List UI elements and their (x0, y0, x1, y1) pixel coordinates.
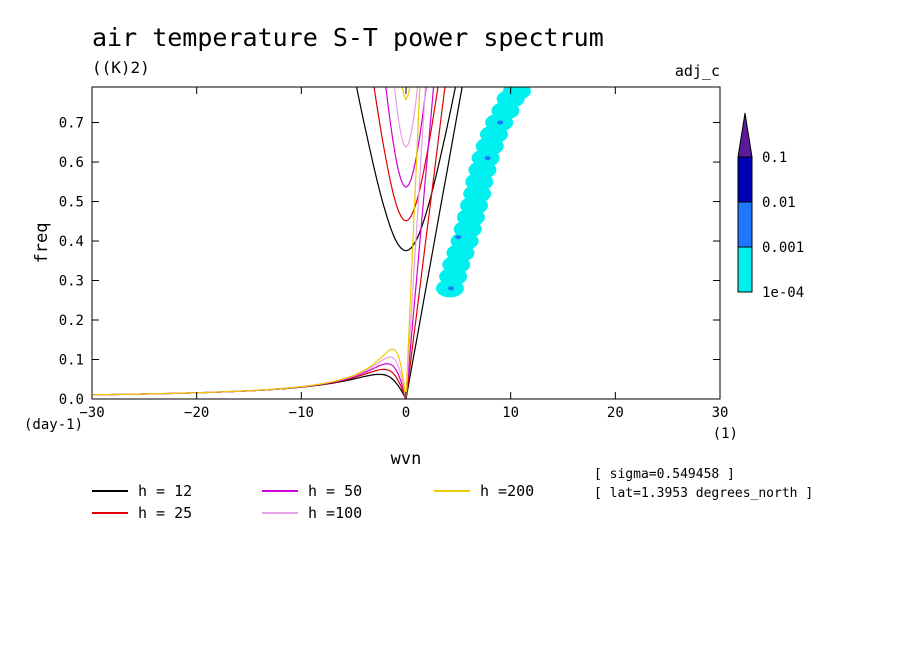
units-label: ((K)2) (92, 58, 150, 77)
y-unit-label: (day-1) (24, 417, 83, 433)
y-tick-label-4: 0.4 (59, 234, 84, 250)
colorbar-label-0: 0.1 (762, 150, 787, 166)
dispersion-curves (92, 87, 463, 399)
colorbar-tri (737, 112, 753, 158)
curve-4-2 (401, 87, 411, 101)
plot-frame (91, 86, 721, 400)
y-axis-label: freq (32, 223, 52, 264)
y-tick-label-7: 0.7 (59, 116, 84, 132)
x-tick-label-2: −10 (289, 405, 314, 421)
legend: h = 12 h = 25 h = 50 h =100 h =200 (92, 482, 534, 522)
colorbar-label-2: 0.001 (762, 240, 804, 256)
legend-label-4: h =200 (480, 482, 534, 500)
tag-label: adj_c (675, 62, 720, 80)
curve-4-1 (92, 348, 407, 399)
power-spot-3 (497, 120, 504, 125)
x-tick-label-6: 30 (712, 405, 729, 421)
curve-3-2 (393, 87, 419, 149)
x-tick-label-5: 20 (607, 405, 624, 421)
x-tick-label-3: 0 (402, 405, 410, 421)
y-tick-label-2: 0.2 (59, 313, 84, 329)
colorbar-label-3: 1e-04 (762, 285, 804, 301)
curve-2-0 (405, 87, 435, 399)
x-tick-label-1: −20 (184, 405, 209, 421)
power-spot-2 (484, 156, 491, 161)
power-spot-0 (448, 286, 455, 291)
axis-ticks: −30 −20 −10 0 10 20 30 0.0 0.1 0.2 0.3 0.4 0.5 0.6 0.7 (59, 87, 729, 421)
power-region (435, 87, 531, 298)
colorbar: 0.1 0.01 0.001 1e-04 (737, 112, 804, 301)
power-blob-17 (502, 87, 531, 100)
x-unit-label: (1) (713, 426, 738, 442)
legend-label-1: h = 25 (138, 504, 192, 522)
curve-1-2 (373, 87, 439, 222)
colorbar-seg-2 (737, 246, 753, 293)
curve-0-2 (355, 87, 457, 252)
info-sigma: [ sigma=0.549458 ] (594, 467, 735, 482)
y-tick-label-5: 0.5 (59, 195, 84, 211)
y-tick-label-6: 0.6 (59, 155, 84, 171)
x-tick-label-4: 10 (502, 405, 519, 421)
curve-3-0 (405, 87, 427, 399)
y-tick-label-3: 0.3 (59, 274, 84, 290)
curve-0-0 (405, 87, 463, 399)
y-tick-label-0: 0.0 (59, 392, 84, 408)
curve-4-0 (405, 87, 421, 399)
x-tick-label-0: −30 (79, 405, 104, 421)
curve-0-1 (92, 373, 407, 399)
power-spot-1 (455, 235, 462, 240)
y-tick-label-1: 0.1 (59, 353, 84, 369)
curve-2-2 (385, 87, 427, 188)
x-axis-label: wvn (391, 449, 422, 469)
colorbar-label-1: 0.01 (762, 195, 796, 211)
curve-1-0 (405, 87, 446, 399)
info-lat: [ lat=1.3953 degrees_north ] (594, 486, 813, 501)
chart-title: air temperature S-T power spectrum (92, 23, 604, 52)
legend-label-3: h =100 (308, 504, 362, 522)
legend-label-0: h = 12 (138, 482, 192, 500)
legend-label-2: h = 50 (308, 482, 362, 500)
colorbar-seg-0 (737, 156, 753, 203)
colorbar-seg-1 (737, 201, 753, 248)
